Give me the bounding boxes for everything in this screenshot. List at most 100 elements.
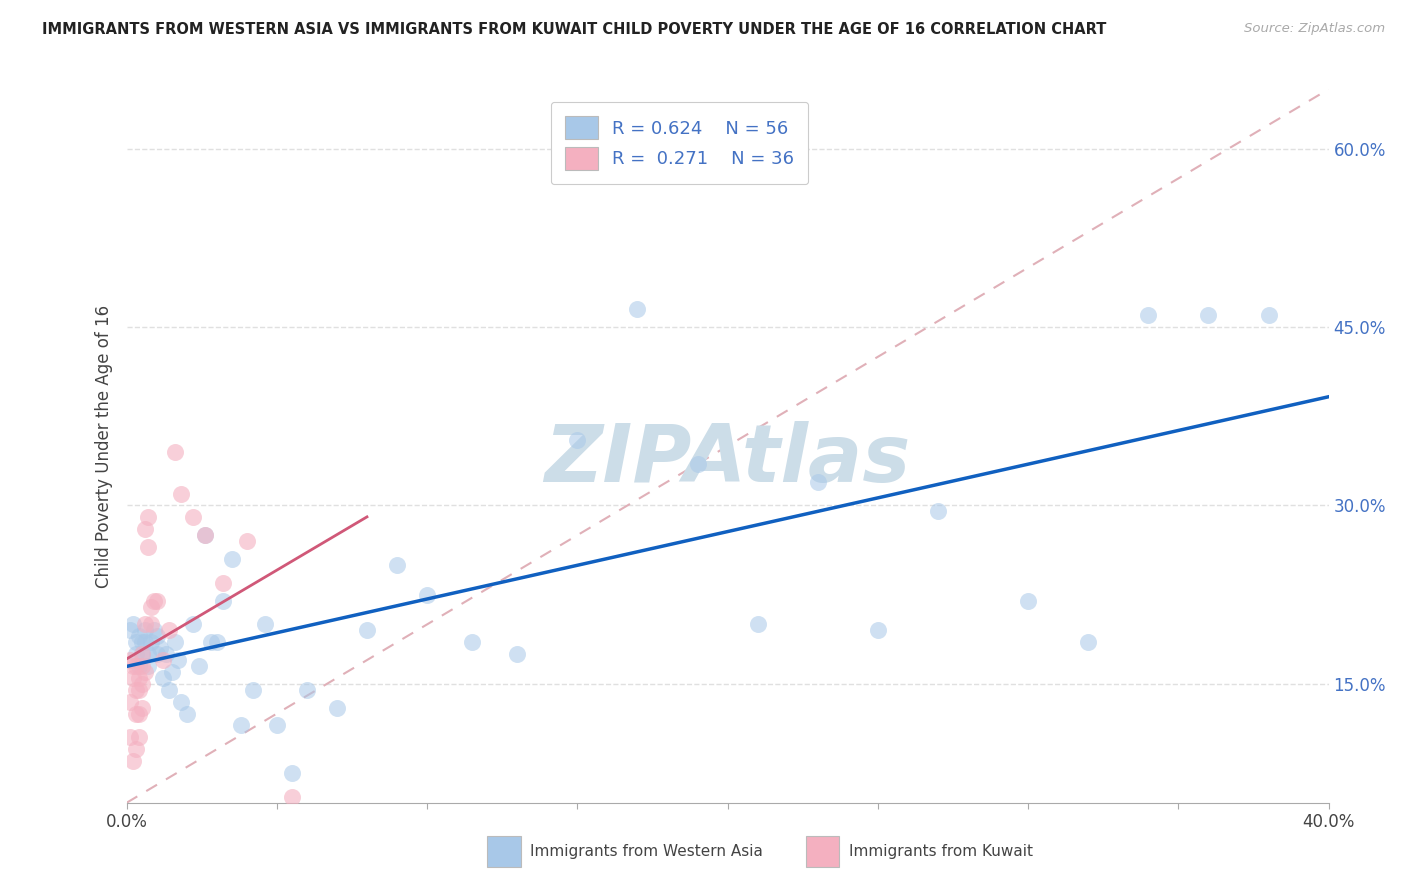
Text: Source: ZipAtlas.com: Source: ZipAtlas.com [1244,22,1385,36]
Point [145,629,167,643]
Text: IMMIGRANTS FROM WESTERN ASIA VS IMMIGRANTS FROM KUWAIT CHILD POVERTY UNDER THE A: IMMIGRANTS FROM WESTERN ASIA VS IMMIGRAN… [42,22,1107,37]
Point [124,659,146,673]
Point [131,647,153,661]
Point [356,624,378,638]
Point [567,433,589,447]
Point [152,671,174,685]
Point [136,510,159,524]
Point [128,671,150,685]
Point [157,682,180,697]
Point [866,624,889,638]
Point [118,731,141,745]
Point [121,659,143,673]
Point [1077,635,1099,649]
Point [181,617,204,632]
Point [194,528,217,542]
Point [163,445,186,459]
Point [134,635,156,649]
Text: ZIPAtlas: ZIPAtlas [544,421,911,500]
Point [139,635,162,649]
Point [686,457,709,471]
Point [136,659,159,673]
Point [121,754,143,768]
Point [134,665,156,679]
Point [200,635,222,649]
Point [927,504,949,518]
Point [131,647,153,661]
Point [235,534,259,549]
Point [1017,593,1039,607]
Point [1257,308,1279,322]
Point [152,653,174,667]
Point [266,718,288,732]
Point [142,593,165,607]
Point [181,510,204,524]
Point [128,706,150,721]
Point [157,624,180,638]
Point [124,647,146,661]
Point [1197,308,1219,322]
Point [807,475,830,489]
Bar [486,837,520,867]
Point [416,588,439,602]
Point [134,624,156,638]
Point [118,624,141,638]
Text: Immigrants from Kuwait: Immigrants from Kuwait [849,845,1033,859]
Point [211,575,233,590]
Point [1137,308,1160,322]
Point [281,766,304,780]
Point [747,617,769,632]
Point [461,635,484,649]
Point [242,682,264,697]
Point [253,617,276,632]
Point [118,653,141,667]
Point [169,486,191,500]
Point [136,540,159,554]
Point [169,695,191,709]
Point [155,647,177,661]
Point [295,682,318,697]
Point [229,718,252,732]
Point [139,599,162,614]
Point [124,635,146,649]
Point [118,695,141,709]
Point [131,635,153,649]
Point [131,700,153,714]
Point [124,706,146,721]
Bar [806,837,839,867]
Point [166,653,188,667]
Point [139,617,162,632]
Point [134,522,156,536]
Point [131,659,153,673]
Point [160,665,183,679]
Y-axis label: Child Poverty Under the Age of 16: Child Poverty Under the Age of 16 [96,304,114,588]
Point [176,706,198,721]
Point [281,789,304,804]
Point [385,558,408,572]
Point [128,659,150,673]
Text: Immigrants from Western Asia: Immigrants from Western Asia [530,845,763,859]
Point [124,742,146,756]
Point [194,528,217,542]
Point [124,682,146,697]
Point [128,731,150,745]
Point [142,624,165,638]
Point [506,647,529,661]
Point [211,593,233,607]
Point [134,617,156,632]
Point [145,593,167,607]
Point [221,552,243,566]
Point [145,647,167,661]
Point [121,617,143,632]
Point [131,677,153,691]
Legend: R = 0.624    N = 56, R =  0.271    N = 36: R = 0.624 N = 56, R = 0.271 N = 36 [551,102,808,185]
Point [136,647,159,661]
Point [128,629,150,643]
Point [205,635,228,649]
Point [163,635,186,649]
Point [121,671,143,685]
Point [187,659,209,673]
Point [326,700,349,714]
Point [149,641,172,656]
Point [626,302,648,317]
